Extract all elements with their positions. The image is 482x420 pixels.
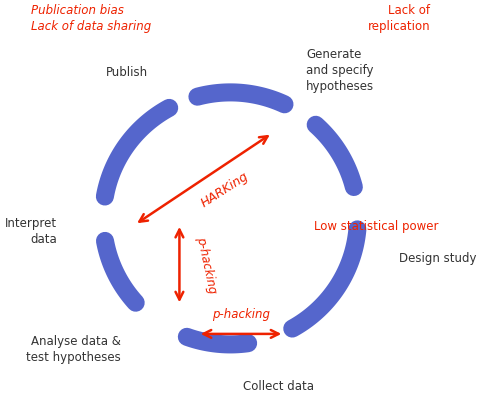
Text: HARKing: HARKing <box>199 169 251 210</box>
Text: Generate
and specify
hypotheses: Generate and specify hypotheses <box>306 47 375 93</box>
Text: Publish: Publish <box>106 66 148 79</box>
Text: p-hacking: p-hacking <box>194 235 219 294</box>
Text: Lack of
replication: Lack of replication <box>367 4 430 33</box>
Text: Interpret
data: Interpret data <box>5 218 57 247</box>
Text: Collect data: Collect data <box>243 380 314 393</box>
Text: Design study: Design study <box>399 252 477 265</box>
Text: p-hacking: p-hacking <box>212 308 270 321</box>
Text: Analyse data &
test hypotheses: Analyse data & test hypotheses <box>26 335 121 364</box>
Text: Publication bias
Lack of data sharing: Publication bias Lack of data sharing <box>31 4 151 33</box>
Text: Low statistical power: Low statistical power <box>314 220 439 233</box>
